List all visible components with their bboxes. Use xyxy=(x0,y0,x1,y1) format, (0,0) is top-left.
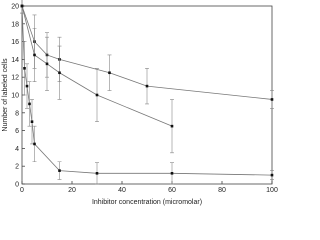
y-tick-label: 6 xyxy=(15,128,19,135)
data-point xyxy=(25,84,29,88)
y-axis-label: Number of labeled cells xyxy=(2,58,9,132)
series-line xyxy=(21,5,273,176)
y-tick-label: 4 xyxy=(15,146,19,153)
data-point xyxy=(270,98,274,101)
x-axis-label: Inhibitor concentration (micromolar) xyxy=(92,199,202,206)
data-point xyxy=(33,142,36,146)
data-point xyxy=(95,172,99,175)
page: {"chart_data": { "type": "line", "xlabel… xyxy=(2,0,278,206)
data-point xyxy=(20,4,24,8)
y-tick-label: 10 xyxy=(11,93,19,100)
x-tick-label: 20 xyxy=(68,187,76,194)
x-tick-label: 80 xyxy=(218,187,226,194)
x-tick-label: 60 xyxy=(168,187,176,194)
y-tick-label: 0 xyxy=(15,182,19,189)
data-point xyxy=(58,71,61,75)
x-tick-label: 0 xyxy=(20,187,24,194)
y-tick-label: 8 xyxy=(15,110,19,117)
data-point xyxy=(45,62,49,66)
data-point xyxy=(58,169,61,172)
y-tick-label: 20 xyxy=(11,4,19,11)
y-tick-label: 12 xyxy=(11,75,19,82)
x-tick-label: 100 xyxy=(266,187,278,194)
data-point xyxy=(270,173,274,177)
data-point xyxy=(95,93,99,97)
data-point xyxy=(170,172,174,175)
data-point xyxy=(108,71,111,75)
x-tick-label: 40 xyxy=(118,187,126,194)
data-point xyxy=(28,102,31,106)
data-point xyxy=(33,53,36,57)
data-point xyxy=(23,67,26,70)
data-point xyxy=(30,120,34,123)
y-tick-label: 14 xyxy=(11,57,19,64)
data-point xyxy=(145,84,149,88)
y-tick-label: 2 xyxy=(15,164,19,171)
chart: Inhibitor concentration (micromolar) Num… xyxy=(2,0,278,206)
y-tick-label: 18 xyxy=(11,21,19,28)
y-tick-label: 16 xyxy=(11,39,19,46)
series-line xyxy=(21,5,173,127)
data-point xyxy=(170,124,174,128)
